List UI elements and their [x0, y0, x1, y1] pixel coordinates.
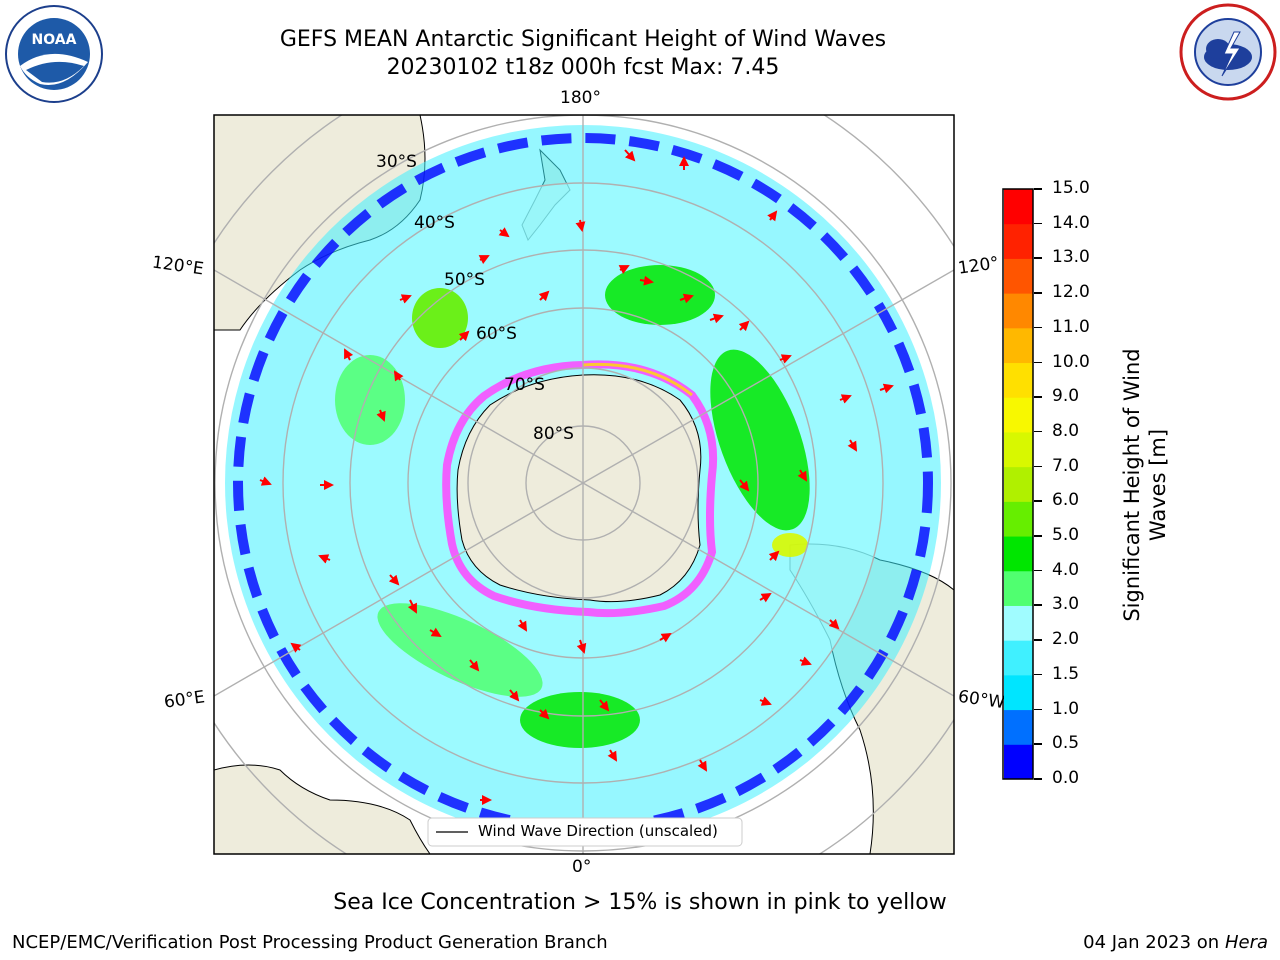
colorbar-swatch: [1004, 362, 1033, 398]
colorbar-tick-mark: [1034, 222, 1042, 225]
colorbar-swatch: [1004, 640, 1033, 676]
nws-logo: [1178, 2, 1278, 102]
wave-band-tasman: [412, 288, 468, 348]
wave-band-pacific: [605, 265, 715, 325]
colorbar-swatch: [1004, 501, 1033, 537]
colorbar-tick-label: 11.0: [1052, 316, 1090, 337]
wave-max-spot: [772, 533, 808, 557]
colorbar-tick-mark: [1034, 465, 1042, 468]
colorbar-tick-mark: [1034, 778, 1042, 780]
colorbar-tick-mark: [1034, 257, 1042, 259]
colorbar-tick-label: 8.0: [1052, 420, 1080, 441]
colorbar-swatch: [1004, 293, 1033, 329]
colorbar-swatch: [1004, 605, 1033, 641]
colorbar-tick-label: 0.0: [1052, 768, 1080, 788]
lat-label-30s: 30°S: [376, 152, 417, 172]
colorbar-tick-mark: [1034, 361, 1042, 364]
footer-date-text: 04 Jan 2023 on: [1083, 932, 1220, 953]
colorbar-tick-mark: [1034, 569, 1042, 572]
colorbar-tick-mark: [1034, 396, 1042, 398]
colorbar-swatch: [1004, 258, 1033, 294]
colorbar-tick-label: 0.5: [1052, 733, 1080, 754]
colorbar-tick-mark: [1034, 639, 1042, 641]
lat-label-60s: 60°S: [476, 324, 517, 344]
colorbar-tick-mark: [1034, 188, 1042, 190]
colorbar-swatch: [1004, 327, 1033, 364]
colorbar-tick-label: 2.0: [1052, 629, 1080, 650]
lon-label-180: 180°: [560, 88, 601, 108]
wave-band-indian: [377, 603, 543, 697]
colorbar-tick-label: 13.0: [1052, 247, 1090, 268]
map-frame: [213, 114, 955, 855]
colorbar-tick-label: 15.0: [1052, 178, 1090, 198]
colorbar-label-line1: Significant Height of Wind: [1120, 348, 1144, 622]
wave-band-atlantic: [520, 692, 640, 748]
colorbar-tick-mark: [1034, 535, 1042, 537]
wave-band-west: [335, 355, 405, 445]
land-africa: [214, 764, 431, 854]
colorbar-swatch: [1004, 570, 1033, 606]
sea-ice-ring: [442, 360, 718, 618]
colorbar-tick-label: 4.0: [1052, 559, 1080, 580]
colorbar-label-line2: Waves [m]: [1146, 428, 1170, 542]
colorbar-swatch: [1004, 709, 1033, 745]
colorbar-tick-mark: [1034, 604, 1042, 606]
footer-credit: NCEP/EMC/Verification Post Processing Pr…: [12, 932, 608, 953]
svg-text:NOAA: NOAA: [32, 32, 77, 48]
colorbar-tick-mark: [1034, 430, 1042, 433]
colorbar-tick-label: 7.0: [1052, 455, 1080, 476]
legend-box: [427, 817, 743, 847]
colorbar-swatch: [1004, 189, 1033, 225]
colorbar-swatch: [1004, 397, 1033, 433]
colorbar-tick-label: 12.0: [1052, 282, 1090, 303]
colorbar-swatch: [1004, 536, 1033, 572]
colorbar-tick-label: 6.0: [1052, 490, 1080, 511]
colorbar-tick-mark: [1034, 708, 1042, 711]
land-antarctica: [456, 374, 702, 603]
map-title: GEFS MEAN Antarctic Significant Height o…: [279, 27, 887, 52]
wind-wave-arrows: [259, 149, 894, 805]
colorbar-tick-mark: [1034, 326, 1042, 329]
colorbar-tick-label: 3.0: [1052, 594, 1080, 615]
legend-label: Wind Wave Direction (unscaled): [478, 822, 718, 840]
colorbar-tick-label: 1.5: [1052, 663, 1080, 684]
lon-label-0: 0°: [572, 857, 592, 877]
colorbar-tick-mark: [1034, 292, 1042, 294]
colorbar-swatch: [1004, 223, 1033, 259]
map-subtitle: 20230102 t18z 000h fcst Max: 7.45: [386, 55, 780, 80]
colorbar-tick-mark: [1034, 743, 1042, 745]
colorbar-tick-label: 5.0: [1052, 525, 1080, 546]
sea-ice-note: Sea Ice Concentration > 15% is shown in …: [333, 890, 947, 915]
noaa-logo: NOAA: [4, 4, 104, 104]
colorbar-tick-mark: [1034, 673, 1042, 676]
colorbar-tick-mark: [1034, 500, 1042, 502]
colorbar-tick-label: 9.0: [1052, 386, 1080, 407]
lat-label-70s: 70°S: [504, 375, 545, 395]
lat-label-40s: 40°S: [414, 213, 455, 233]
colorbar-swatch: [1004, 466, 1033, 502]
footer-date: 04 Jan 2023 on Hera: [1083, 932, 1268, 953]
colorbar-tick-label: 1.0: [1052, 698, 1080, 719]
colorbar-tick-label: 14.0: [1052, 212, 1090, 233]
lat-label-80s: 80°S: [533, 424, 574, 444]
colorbar-swatch: [1004, 431, 1033, 468]
colorbar-swatch: [1004, 744, 1033, 780]
colorbar-tick-label: 10.0: [1052, 351, 1090, 372]
colorbar: [1002, 188, 1034, 780]
lat-label-50s: 50°S: [444, 270, 485, 290]
colorbar-swatch: [1004, 674, 1033, 711]
sea-ice-ring-yellow: [582, 362, 693, 397]
footer-machine: Hera: [1224, 932, 1268, 953]
